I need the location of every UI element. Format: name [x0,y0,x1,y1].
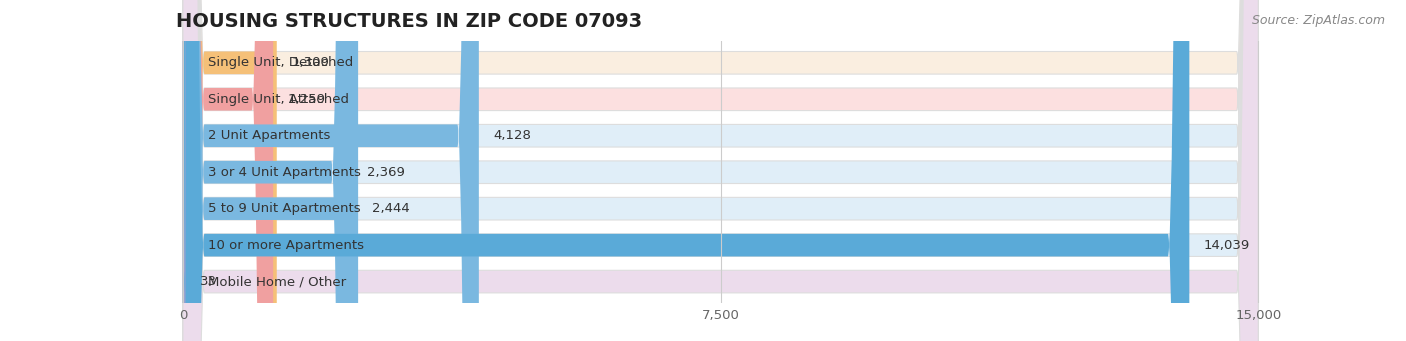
FancyBboxPatch shape [183,0,1258,341]
Text: 33: 33 [200,275,217,288]
Text: 1,259: 1,259 [287,93,326,106]
FancyBboxPatch shape [183,0,479,341]
Text: 3 or 4 Unit Apartments: 3 or 4 Unit Apartments [208,166,361,179]
Text: Mobile Home / Other: Mobile Home / Other [208,275,346,288]
FancyBboxPatch shape [183,0,277,341]
FancyBboxPatch shape [183,0,1258,341]
FancyBboxPatch shape [183,0,273,341]
FancyBboxPatch shape [183,0,1258,341]
Text: HOUSING STRUCTURES IN ZIP CODE 07093: HOUSING STRUCTURES IN ZIP CODE 07093 [176,12,643,31]
FancyBboxPatch shape [183,0,359,341]
FancyBboxPatch shape [183,0,1258,341]
Text: 2 Unit Apartments: 2 Unit Apartments [208,129,330,142]
Text: 10 or more Apartments: 10 or more Apartments [208,239,364,252]
Text: 14,039: 14,039 [1204,239,1250,252]
FancyBboxPatch shape [183,0,186,341]
FancyBboxPatch shape [183,0,353,341]
Text: Source: ZipAtlas.com: Source: ZipAtlas.com [1251,14,1385,27]
Text: 1,309: 1,309 [291,56,329,69]
Text: 2,444: 2,444 [373,202,411,215]
Text: 4,128: 4,128 [494,129,531,142]
Text: Single Unit, Detached: Single Unit, Detached [208,56,353,69]
FancyBboxPatch shape [183,0,1258,341]
Text: 5 to 9 Unit Apartments: 5 to 9 Unit Apartments [208,202,360,215]
Text: 2,369: 2,369 [367,166,405,179]
FancyBboxPatch shape [183,0,1258,341]
FancyBboxPatch shape [183,0,1258,341]
Text: Single Unit, Attached: Single Unit, Attached [208,93,349,106]
FancyBboxPatch shape [183,0,1189,341]
